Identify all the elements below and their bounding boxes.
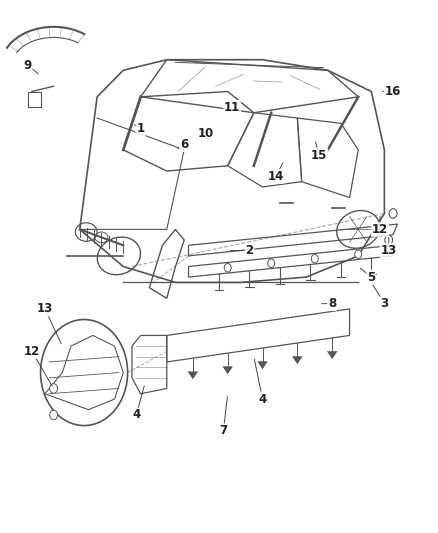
Text: 13: 13 [381, 244, 397, 257]
Text: 6: 6 [180, 138, 188, 151]
Text: 8: 8 [328, 297, 336, 310]
Text: 2: 2 [245, 244, 254, 257]
Text: 16: 16 [385, 85, 401, 98]
Text: 9: 9 [23, 59, 32, 71]
Circle shape [268, 259, 275, 268]
Text: 4: 4 [132, 408, 141, 422]
Polygon shape [223, 366, 233, 374]
Circle shape [385, 235, 392, 245]
Circle shape [355, 250, 362, 259]
Text: 11: 11 [224, 101, 240, 114]
Polygon shape [257, 361, 268, 369]
Text: 5: 5 [367, 271, 375, 284]
Text: 7: 7 [219, 424, 227, 438]
Text: 12: 12 [372, 223, 388, 236]
Circle shape [49, 410, 57, 419]
Polygon shape [292, 356, 303, 364]
Circle shape [389, 209, 397, 218]
Text: 4: 4 [258, 393, 267, 406]
Text: 3: 3 [380, 297, 389, 310]
Text: 14: 14 [267, 170, 284, 183]
Text: 1: 1 [137, 122, 145, 135]
Circle shape [49, 384, 57, 393]
Polygon shape [327, 351, 337, 359]
Text: 10: 10 [198, 127, 214, 140]
Polygon shape [187, 372, 198, 379]
Text: 13: 13 [37, 302, 53, 316]
Text: 15: 15 [311, 149, 327, 161]
Text: 12: 12 [24, 345, 40, 358]
Circle shape [311, 254, 318, 263]
Circle shape [224, 263, 231, 272]
